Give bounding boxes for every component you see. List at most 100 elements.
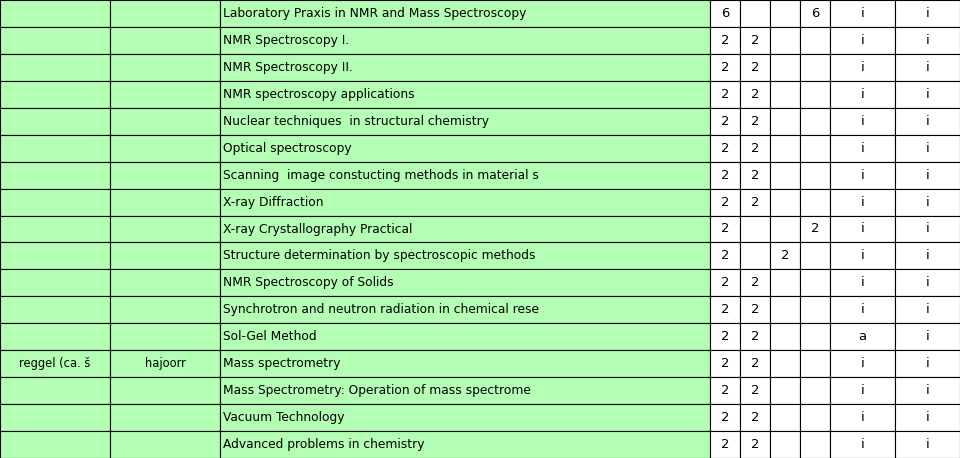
Text: i: i — [925, 169, 929, 182]
Text: 6: 6 — [721, 7, 730, 20]
Bar — [770, 81, 800, 108]
Bar — [770, 0, 800, 27]
Text: i: i — [925, 115, 929, 128]
Text: 2: 2 — [751, 303, 759, 316]
Bar — [220, 350, 710, 377]
Bar — [110, 242, 220, 269]
Bar — [710, 296, 740, 323]
Bar — [710, 242, 740, 269]
Bar — [740, 108, 770, 135]
Bar — [110, 27, 220, 54]
Text: hajoorr: hajoorr — [145, 357, 185, 370]
Text: Advanced problems in chemistry: Advanced problems in chemistry — [223, 438, 424, 451]
Text: i: i — [925, 88, 929, 101]
Text: 2: 2 — [751, 357, 759, 370]
Text: i: i — [925, 276, 929, 289]
Bar — [220, 108, 710, 135]
Text: Structure determination by spectroscopic methods: Structure determination by spectroscopic… — [223, 250, 536, 262]
Bar — [895, 108, 960, 135]
Bar — [770, 162, 800, 189]
Bar — [770, 350, 800, 377]
Bar — [740, 189, 770, 216]
Bar — [110, 404, 220, 431]
Bar — [770, 431, 800, 458]
Text: 2: 2 — [751, 115, 759, 128]
Text: Optical spectroscopy: Optical spectroscopy — [223, 142, 351, 155]
Bar — [895, 377, 960, 404]
Text: 2: 2 — [751, 438, 759, 451]
Bar — [770, 189, 800, 216]
Bar — [0, 0, 110, 27]
Bar — [110, 323, 220, 350]
Bar — [710, 431, 740, 458]
Text: Sol-Gel Method: Sol-Gel Method — [223, 330, 317, 343]
Text: i: i — [925, 61, 929, 74]
Text: 2: 2 — [721, 330, 730, 343]
Bar — [800, 108, 830, 135]
Bar — [110, 216, 220, 242]
Text: i: i — [860, 357, 864, 370]
Bar — [740, 27, 770, 54]
Text: i: i — [925, 250, 929, 262]
Bar — [740, 323, 770, 350]
Text: 2: 2 — [721, 250, 730, 262]
Bar — [800, 296, 830, 323]
Bar — [0, 216, 110, 242]
Bar — [110, 377, 220, 404]
Bar — [895, 350, 960, 377]
Bar — [800, 350, 830, 377]
Bar — [770, 108, 800, 135]
Bar — [740, 431, 770, 458]
Bar — [0, 189, 110, 216]
Text: i: i — [860, 34, 864, 47]
Bar — [110, 431, 220, 458]
Bar — [710, 323, 740, 350]
Text: i: i — [925, 357, 929, 370]
Bar — [220, 27, 710, 54]
Bar — [740, 269, 770, 296]
Text: i: i — [925, 7, 929, 20]
Bar — [800, 404, 830, 431]
Text: i: i — [860, 7, 864, 20]
Text: 2: 2 — [751, 330, 759, 343]
Bar — [710, 135, 740, 162]
Bar — [770, 135, 800, 162]
Bar — [710, 27, 740, 54]
Text: i: i — [925, 384, 929, 397]
Bar — [740, 350, 770, 377]
Bar — [830, 189, 895, 216]
Bar — [710, 81, 740, 108]
Bar — [800, 0, 830, 27]
Text: 2: 2 — [751, 88, 759, 101]
Bar — [800, 269, 830, 296]
Bar — [830, 323, 895, 350]
Bar — [110, 269, 220, 296]
Text: i: i — [860, 196, 864, 208]
Bar — [220, 242, 710, 269]
Bar — [895, 323, 960, 350]
Bar — [710, 350, 740, 377]
Bar — [710, 404, 740, 431]
Text: i: i — [860, 276, 864, 289]
Bar — [220, 162, 710, 189]
Text: i: i — [925, 34, 929, 47]
Text: i: i — [925, 142, 929, 155]
Bar — [0, 135, 110, 162]
Bar — [0, 296, 110, 323]
Bar — [0, 431, 110, 458]
Text: 2: 2 — [721, 411, 730, 424]
Bar — [830, 216, 895, 242]
Bar — [0, 404, 110, 431]
Text: 2: 2 — [721, 34, 730, 47]
Bar — [800, 242, 830, 269]
Text: i: i — [860, 115, 864, 128]
Bar — [110, 189, 220, 216]
Bar — [740, 377, 770, 404]
Bar — [0, 54, 110, 81]
Text: Nuclear techniques  in structural chemistry: Nuclear techniques in structural chemist… — [223, 115, 489, 128]
Bar — [220, 296, 710, 323]
Bar — [770, 404, 800, 431]
Text: X-ray Diffraction: X-ray Diffraction — [223, 196, 324, 208]
Bar — [220, 431, 710, 458]
Text: Mass spectrometry: Mass spectrometry — [223, 357, 341, 370]
